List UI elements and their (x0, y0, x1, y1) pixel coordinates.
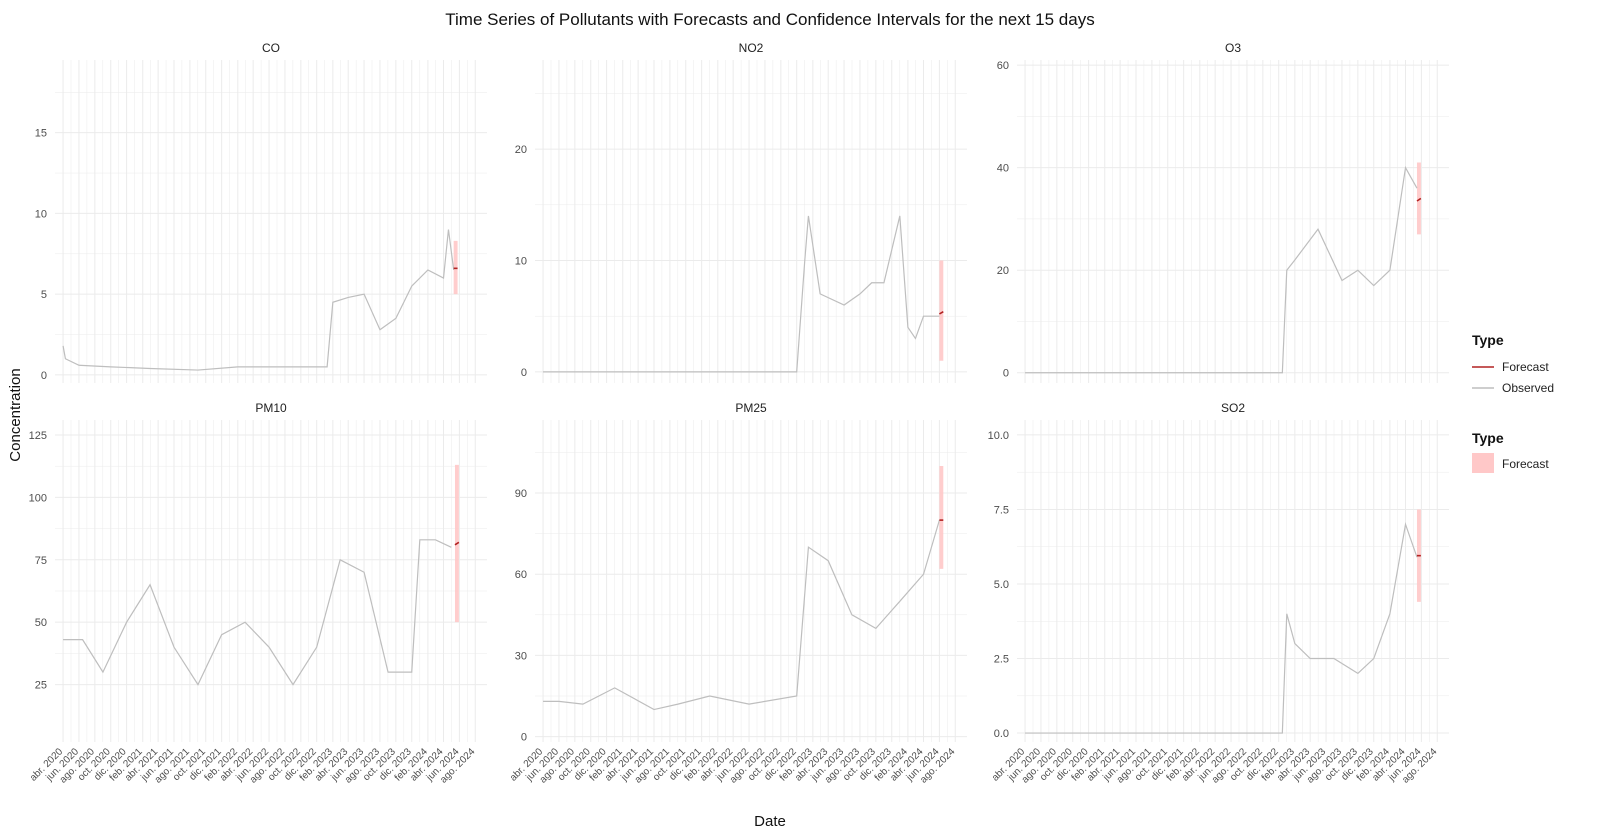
y-tick-label: 100 (29, 492, 47, 504)
y-tick-label: 0 (521, 367, 527, 379)
y-tick-label: 10 (35, 208, 47, 220)
y-tick-label: 5.0 (994, 579, 1009, 591)
y-tick-label: 0.0 (994, 728, 1009, 740)
legend: Type Forecast Observed Type Forecast (1472, 332, 1554, 473)
chart-title: Time Series of Pollutants with Forecasts… (445, 10, 1094, 29)
grid-no2 (535, 60, 967, 383)
panel-co: CO 0 5 10 15 (35, 41, 487, 383)
panel-title-pm10: PM10 (255, 401, 287, 415)
panel-title-so2: SO2 (1221, 401, 1245, 415)
grid-pm10 (55, 420, 487, 742)
y-tick-label: 50 (35, 617, 47, 629)
observed-line-pm10 (63, 539, 452, 686)
confidence-band-pm25 (939, 466, 944, 569)
y-tick-label: 40 (997, 163, 1009, 175)
observed-line-pm25 (543, 519, 940, 711)
y-tick-label: 0 (521, 732, 527, 744)
y-tick-label: 0 (1003, 368, 1009, 380)
y-tick-label: 60 (997, 60, 1009, 72)
forecast-line-no2 (939, 311, 944, 315)
legend-fill-title: Type (1472, 430, 1504, 446)
confidence-band-no2 (939, 260, 944, 361)
y-tick-label: 10 (515, 255, 527, 267)
grid-so2 (1017, 420, 1449, 742)
panel-title-pm25: PM25 (735, 401, 767, 415)
panel-no2: NO2 0 10 20 (515, 41, 967, 383)
observed-line-o3 (1025, 165, 1418, 374)
grid-o3 (1017, 60, 1449, 383)
legend-line-title: Type (1472, 332, 1504, 348)
grid-co (55, 60, 487, 383)
legend-forecast-line-label: Forecast (1502, 360, 1549, 374)
y-tick-label: 0 (41, 370, 47, 382)
panel-title-o3: O3 (1225, 41, 1241, 55)
y-tick-label: 125 (29, 430, 47, 442)
legend-observed-line-label: Observed (1502, 381, 1554, 395)
grid-pm25 (535, 420, 967, 742)
y-tick-label: 7.5 (994, 504, 1009, 516)
x-axis-label: Date (754, 813, 786, 830)
y-tick-label: 20 (997, 265, 1009, 277)
y-tick-label: 60 (515, 569, 527, 581)
facet-panels: CO 0 5 10 15 NO2 0 10 20 O3 0 20 40 60 PM10 25 50 75 100 12… (28, 41, 1449, 786)
y-tick-label: 15 (35, 128, 47, 140)
legend-forecast-fill-swatch (1472, 453, 1494, 473)
y-tick-label: 5 (41, 289, 47, 301)
y-tick-label: 10.0 (988, 430, 1009, 442)
forecast-line-o3 (1416, 197, 1422, 202)
legend-forecast-fill-label: Forecast (1502, 457, 1549, 471)
y-tick-label: 90 (515, 488, 527, 500)
confidence-band-o3 (1416, 162, 1421, 235)
forecast-line-pm10 (454, 541, 460, 546)
y-tick-label: 30 (515, 650, 527, 662)
y-tick-label: 25 (35, 680, 47, 692)
y-axis-label: Concentration (7, 368, 24, 461)
y-tick-label: 20 (515, 144, 527, 156)
y-tick-label: 75 (35, 555, 47, 567)
confidence-band-co (453, 240, 458, 295)
observed-line-no2 (543, 215, 940, 373)
y-tick-label: 2.5 (994, 654, 1009, 666)
observed-line-co (62, 229, 455, 371)
panel-title-co: CO (262, 41, 280, 55)
panel-title-no2: NO2 (739, 41, 764, 55)
observed-line-so2 (1025, 521, 1418, 734)
panel-o3: O3 0 20 40 60 (997, 41, 1449, 383)
